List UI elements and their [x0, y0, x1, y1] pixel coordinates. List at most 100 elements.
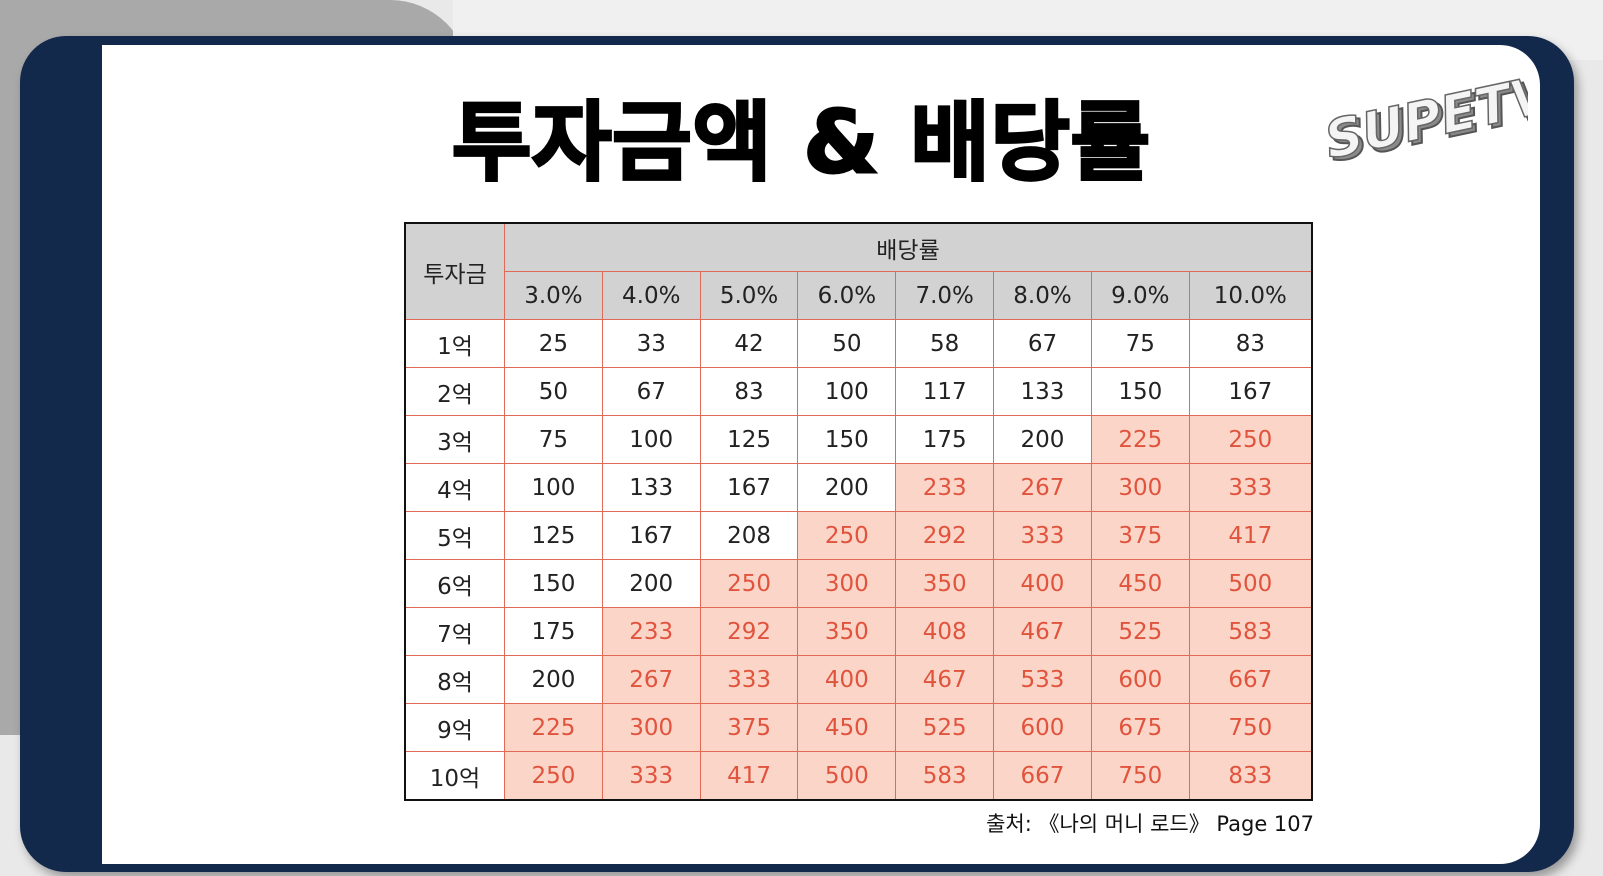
dividend-value-cell: 175 — [504, 607, 603, 656]
dividend-value-cell: 67 — [601, 367, 701, 416]
table-row: 8억 200 267 333 400 467 533 600 667 — [404, 655, 1313, 704]
dividend-value-cell: 408 — [895, 607, 995, 656]
rate-header-cell: 10.0% — [1188, 271, 1313, 320]
investment-amount-cell: 6억 — [404, 559, 505, 608]
dividend-value-cell: 250 — [504, 751, 603, 801]
dividend-value-cell: 333 — [993, 511, 1092, 560]
rate-header-cell: 4.0% — [601, 271, 701, 320]
dividend-value-cell: 400 — [797, 655, 897, 704]
dividend-value-cell: 150 — [797, 415, 897, 464]
dividend-value-cell: 100 — [797, 367, 897, 416]
dividend-value-cell: 375 — [699, 703, 799, 752]
source-caption: 출처: 《나의 머니 로드》 Page 107 — [986, 812, 1314, 836]
dividend-value-cell: 58 — [895, 319, 995, 368]
dividend-value-cell: 50 — [797, 319, 897, 368]
dividend-value-cell: 600 — [993, 703, 1092, 752]
dividend-value-cell: 200 — [993, 415, 1092, 464]
dividend-value-cell: 100 — [601, 415, 701, 464]
investment-amount-cell: 7억 — [404, 607, 505, 656]
dividend-value-cell: 250 — [699, 559, 799, 608]
rate-header-row: 3.0% 4.0% 5.0% 6.0% 7.0% 8.0% 9.0% 10.0% — [405, 271, 1313, 320]
dividend-value-cell: 75 — [504, 415, 603, 464]
dividend-value-cell: 200 — [504, 655, 603, 704]
dividend-value-cell: 250 — [797, 511, 897, 560]
dividend-value-cell: 33 — [601, 319, 701, 368]
dividend-value-cell: 150 — [1090, 367, 1190, 416]
dividend-value-cell: 75 — [1090, 319, 1190, 368]
dividend-value-cell: 350 — [895, 559, 995, 608]
dividend-value-cell: 500 — [1188, 559, 1313, 608]
rate-header-cell: 5.0% — [699, 271, 799, 320]
dividend-value-cell: 675 — [1090, 703, 1190, 752]
rate-header-cell: 6.0% — [797, 271, 897, 320]
dividend-value-cell: 333 — [1188, 463, 1313, 512]
dividend-value-cell: 225 — [504, 703, 603, 752]
investment-amount-cell: 2억 — [404, 367, 505, 416]
dividend-value-cell: 600 — [1090, 655, 1190, 704]
investment-amount-cell: 8억 — [404, 655, 505, 704]
dividend-value-cell: 233 — [601, 607, 701, 656]
dividend-value-cell: 300 — [601, 703, 701, 752]
investment-amount-cell: 3억 — [404, 415, 505, 464]
table-row: 10억 250 333 417 500 583 667 750 833 — [404, 751, 1313, 801]
table-row: 5억 125 167 208 250 292 333 375 417 — [404, 511, 1313, 560]
dividend-value-cell: 125 — [504, 511, 603, 560]
dividend-value-cell: 133 — [601, 463, 701, 512]
dividend-value-cell: 525 — [895, 703, 995, 752]
dividend-value-cell: 525 — [1090, 607, 1190, 656]
dividend-value-cell: 417 — [699, 751, 799, 801]
investment-amount-cell: 5억 — [404, 511, 505, 560]
table-body: 1억 25 33 42 50 58 67 75 83 2억 50 67 83 100 117 133 150 16… — [404, 319, 1313, 801]
dividend-value-cell: 167 — [1188, 367, 1313, 416]
dividend-value-cell: 750 — [1188, 703, 1313, 752]
dividend-value-cell: 333 — [699, 655, 799, 704]
dividend-value-cell: 267 — [993, 463, 1092, 512]
svg-text:SUPETV: SUPETV — [1320, 70, 1528, 165]
dividend-value-cell: 350 — [797, 607, 897, 656]
rate-header-cell: 9.0% — [1090, 271, 1190, 320]
dividend-value-cell: 375 — [1090, 511, 1190, 560]
investment-amount-cell: 10억 — [404, 751, 505, 801]
dividend-value-cell: 667 — [1188, 655, 1313, 704]
table-row: 1억 25 33 42 50 58 67 75 83 — [404, 319, 1313, 368]
dividend-value-cell: 667 — [993, 751, 1092, 801]
dividend-value-cell: 467 — [993, 607, 1092, 656]
dividend-value-cell: 450 — [1090, 559, 1190, 608]
dividend-rate-header: 배당률 — [504, 222, 1313, 272]
dividend-value-cell: 117 — [895, 367, 995, 416]
table-row: 7억 175 233 292 350 408 467 525 583 — [404, 607, 1313, 656]
dividend-value-cell: 300 — [797, 559, 897, 608]
dividend-value-cell: 200 — [601, 559, 701, 608]
dividend-value-cell: 200 — [797, 463, 897, 512]
dividend-value-cell: 83 — [1188, 319, 1313, 368]
dividend-value-cell: 50 — [504, 367, 603, 416]
slide-title: 투자금액 & 배당률 — [451, 92, 1152, 195]
investment-amount-cell: 1억 — [404, 319, 505, 368]
rate-header-cell: 8.0% — [993, 271, 1092, 320]
dividend-value-cell: 42 — [699, 319, 799, 368]
dividend-value-cell: 208 — [699, 511, 799, 560]
dividend-value-cell: 133 — [993, 367, 1092, 416]
table-row: 3억 75 100 125 150 175 200 225 250 — [404, 415, 1313, 464]
table-row: 6억 150 200 250 300 350 400 450 500 — [404, 559, 1313, 608]
dividend-value-cell: 583 — [1188, 607, 1313, 656]
dividend-value-cell: 167 — [699, 463, 799, 512]
rate-header-cell: 7.0% — [895, 271, 995, 320]
dividend-value-cell: 125 — [699, 415, 799, 464]
table-row: 2억 50 67 83 100 117 133 150 167 — [404, 367, 1313, 416]
corner-header: 투자금 — [404, 222, 505, 320]
dividend-value-cell: 750 — [1090, 751, 1190, 801]
dividend-value-cell: 500 — [797, 751, 897, 801]
dividend-value-cell: 533 — [993, 655, 1092, 704]
dividend-value-cell: 83 — [699, 367, 799, 416]
dividend-value-cell: 300 — [1090, 463, 1190, 512]
dividend-value-cell: 250 — [1188, 415, 1313, 464]
dividend-value-cell: 267 — [601, 655, 701, 704]
dividend-value-cell: 225 — [1090, 415, 1190, 464]
supetv-logo: SUPETV SUPETV — [1319, 70, 1528, 165]
dividend-value-cell: 167 — [601, 511, 701, 560]
dividend-value-cell: 450 — [797, 703, 897, 752]
dividend-table: 투자금 배당률 3.0% 4.0% 5.0% 6.0% 7.0% 8.0% 9.0% 10.0… — [404, 222, 1313, 801]
dividend-value-cell: 292 — [699, 607, 799, 656]
dividend-value-cell: 833 — [1188, 751, 1313, 801]
